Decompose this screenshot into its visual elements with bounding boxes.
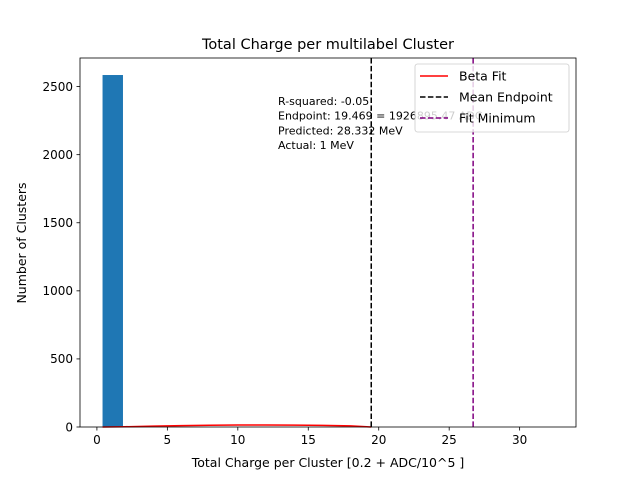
fit-annotation-line: Predicted: 28.332 MeV [278, 124, 403, 137]
y-tick-label: 2500 [42, 80, 73, 94]
plot-area: 0 5 10 15 20 25 30 0 500 1000 1500 2000 2500 [42, 57, 577, 447]
x-axis-label: Total Charge per Cluster [0.2 + ADC/10^5… [191, 455, 465, 470]
x-tick-label: 5 [164, 433, 172, 447]
axes-frame [79, 57, 577, 428]
legend-label: Beta Fit [459, 68, 507, 83]
y-tick-label: 2000 [42, 148, 73, 162]
beta-fit-line [102, 424, 372, 428]
y-tick-label: 1000 [42, 284, 73, 298]
histogram-bar [102, 75, 123, 427]
x-tick-label: 10 [230, 433, 245, 447]
fit-annotation-line: Actual: 1 MeV [278, 139, 354, 152]
y-tick-label: 500 [50, 352, 73, 366]
y-axis-label: Number of Clusters [14, 182, 29, 303]
x-tick-label: 20 [371, 433, 386, 447]
legend-box [414, 63, 570, 133]
fit-annotation-line: R-squared: -0.05 [278, 95, 369, 108]
x-tick-label: 15 [301, 433, 316, 447]
y-tick-label: 1500 [42, 216, 73, 230]
legend-label: Mean Endpoint [459, 89, 553, 104]
y-tick-label: 0 [65, 420, 73, 434]
legend: Beta Fit Mean Endpoint Fit Minimum [414, 63, 570, 133]
x-tick-label: 0 [93, 433, 101, 447]
x-tick-label: 30 [512, 433, 527, 447]
x-tick-label: 25 [442, 433, 457, 447]
legend-label: Fit Minimum [459, 110, 536, 125]
chart-title: Total Charge per multilabel Cluster [201, 37, 454, 53]
